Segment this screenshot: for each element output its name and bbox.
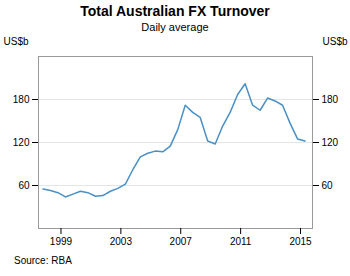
html-text:Daily average: Daily average bbox=[141, 21, 209, 33]
svg-text:60: 60 bbox=[322, 180, 334, 191]
svg-text:60: 60 bbox=[18, 180, 30, 191]
svg-text:1999: 1999 bbox=[50, 236, 73, 247]
svg-text:US$b: US$b bbox=[4, 36, 29, 47]
svg-text:2007: 2007 bbox=[170, 236, 193, 247]
svg-text:120: 120 bbox=[13, 137, 30, 148]
svg-text:120: 120 bbox=[322, 137, 339, 148]
html-text:Total Australian FX Turnover: Total Australian FX Turnover bbox=[80, 3, 270, 19]
svg-text:2011: 2011 bbox=[230, 236, 252, 247]
svg-text:2015: 2015 bbox=[289, 236, 312, 247]
svg-text:US$b: US$b bbox=[322, 36, 347, 47]
html-text:Source: RBA: Source: RBA bbox=[14, 255, 72, 266]
svg-text:2003: 2003 bbox=[110, 236, 133, 247]
svg-text:180: 180 bbox=[322, 94, 339, 105]
svg-text:180: 180 bbox=[13, 94, 30, 105]
